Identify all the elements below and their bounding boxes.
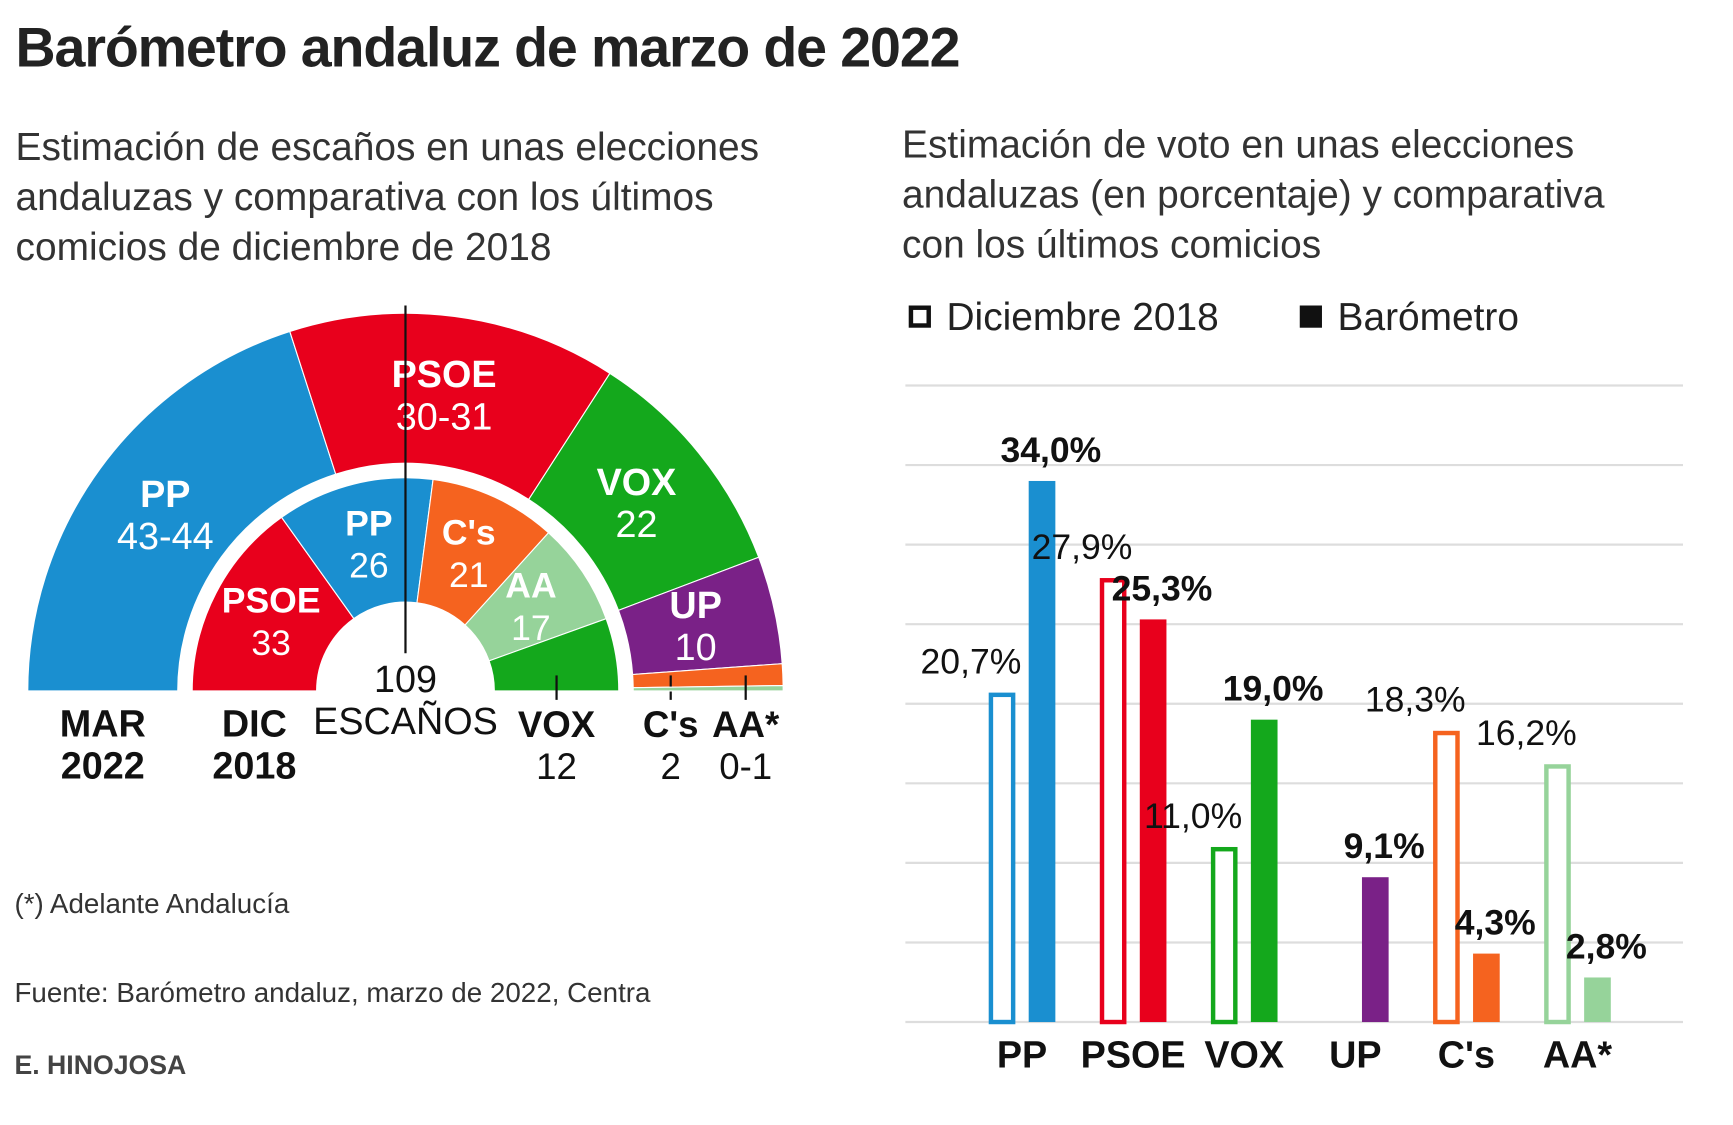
legend-label: Barómetro bbox=[1338, 296, 1519, 339]
slice-name: C's bbox=[442, 513, 496, 553]
slice-value: 33 bbox=[251, 623, 291, 663]
total-label: ESCAÑOS bbox=[313, 701, 498, 743]
x-tick-label: AA* bbox=[1543, 1034, 1613, 1076]
slice-name: PSOE bbox=[222, 581, 321, 621]
value-label: 16,2% bbox=[1476, 713, 1577, 753]
legend-marker bbox=[908, 305, 931, 328]
value-label: 27,9% bbox=[1032, 527, 1133, 567]
slice-name: UP bbox=[669, 585, 721, 627]
ring-label: 2018 bbox=[212, 746, 296, 788]
seat-slice bbox=[488, 617, 620, 692]
bar bbox=[1361, 877, 1389, 1023]
subtitle: Estimación de escaños en unas elecciones… bbox=[15, 125, 760, 269]
slice-name: AA* bbox=[712, 704, 780, 745]
value-label: 2,8% bbox=[1566, 926, 1647, 966]
slice-name: PP bbox=[140, 474, 190, 516]
slice-name: C's bbox=[643, 704, 699, 745]
footnote: (*) Adelante Andalucía bbox=[14, 888, 290, 920]
ring-label: DIC bbox=[222, 703, 287, 745]
value-label: 4,3% bbox=[1455, 902, 1536, 942]
seat-slice bbox=[27, 330, 337, 692]
x-tick-label: PSOE bbox=[1081, 1034, 1186, 1076]
bar bbox=[1250, 719, 1278, 1023]
x-tick-label: PP bbox=[997, 1034, 1047, 1076]
credit: E. HINOJOSA bbox=[14, 1050, 187, 1081]
bar bbox=[1544, 764, 1571, 1025]
source: Fuente: Barómetro andaluz, marzo de 2022… bbox=[14, 977, 651, 1009]
ring-label: MAR bbox=[60, 703, 146, 745]
total-seats: 109 bbox=[374, 659, 437, 701]
bar bbox=[1210, 846, 1238, 1025]
slice-value: 30-31 bbox=[396, 396, 493, 438]
value-label: 25,3% bbox=[1112, 568, 1213, 608]
value-label: 18,3% bbox=[1365, 680, 1466, 720]
slice-value: 0-1 bbox=[719, 746, 772, 787]
title: Barómetro andaluz de marzo de 2022 bbox=[15, 16, 961, 79]
x-tick-label: UP bbox=[1329, 1034, 1381, 1076]
slice-value: 12 bbox=[536, 746, 577, 787]
x-tick-label: VOX bbox=[1204, 1034, 1284, 1076]
slice-name: PSOE bbox=[392, 354, 497, 396]
slice-value: 2 bbox=[661, 746, 681, 787]
value-label: 9,1% bbox=[1344, 826, 1425, 866]
bar bbox=[1433, 730, 1460, 1025]
seat-slice bbox=[289, 312, 611, 501]
ring-label: 2022 bbox=[61, 746, 145, 788]
legend-label: Diciembre 2018 bbox=[946, 296, 1218, 339]
slice-value: 22 bbox=[615, 504, 657, 546]
seat-slice bbox=[191, 516, 355, 692]
bar bbox=[1028, 480, 1056, 1023]
bar bbox=[988, 692, 1016, 1025]
slice-name: VOX bbox=[597, 462, 677, 504]
x-tick-label: C's bbox=[1438, 1034, 1495, 1076]
slice-value: 21 bbox=[449, 555, 489, 595]
bar bbox=[1473, 953, 1500, 1023]
seat-slice bbox=[280, 477, 434, 620]
slice-name: VOX bbox=[518, 704, 596, 745]
bar bbox=[1139, 619, 1167, 1023]
bar bbox=[1099, 578, 1127, 1025]
subtitle: Estimación de voto en unas elecciones an… bbox=[902, 123, 1605, 267]
legend-marker bbox=[1299, 305, 1322, 328]
value-label: 34,0% bbox=[1001, 430, 1102, 470]
slice-name: AA bbox=[505, 566, 556, 606]
value-label: 19,0% bbox=[1223, 669, 1324, 709]
slice-name: PP bbox=[345, 503, 392, 543]
bar bbox=[1584, 977, 1611, 1023]
value-label: 20,7% bbox=[921, 642, 1022, 682]
slice-value: 26 bbox=[349, 546, 389, 586]
slice-value: 10 bbox=[675, 627, 717, 669]
slice-value: 43-44 bbox=[117, 516, 214, 558]
value-label: 11,0% bbox=[1144, 796, 1242, 836]
